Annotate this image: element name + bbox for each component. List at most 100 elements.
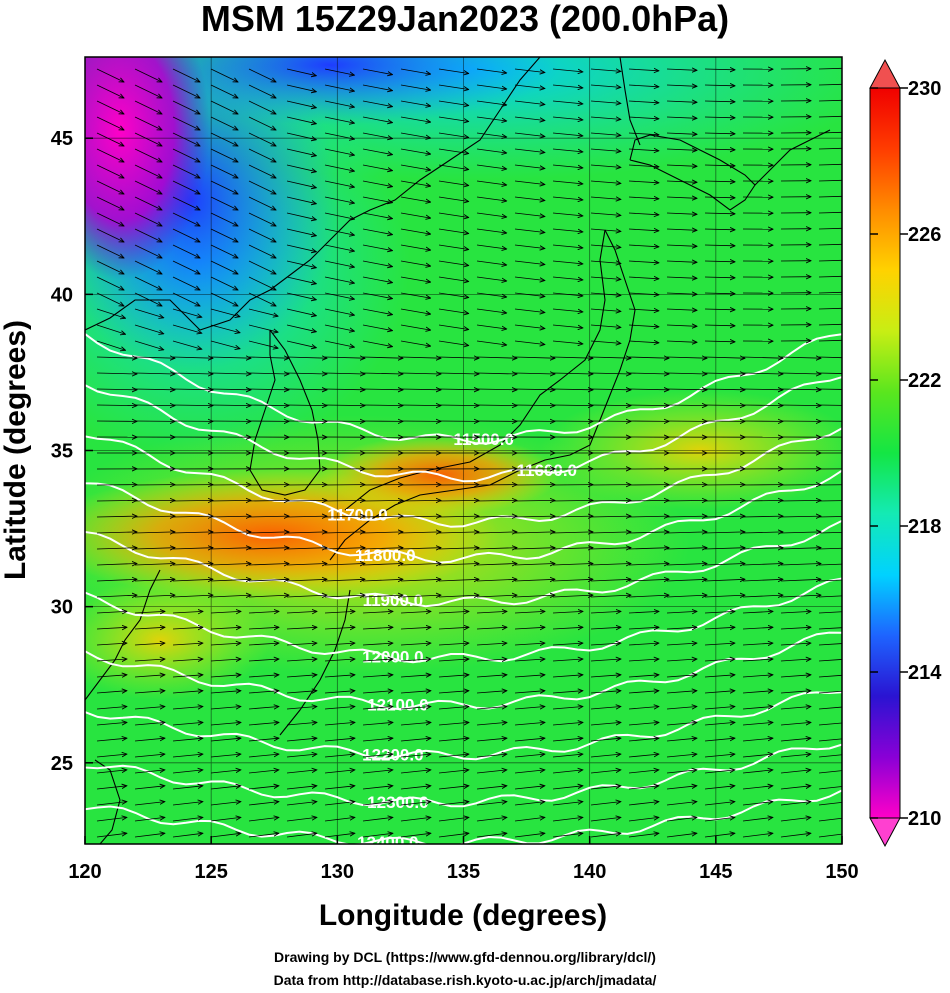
wind-vector bbox=[704, 261, 735, 262]
wind-vector bbox=[362, 691, 393, 693]
wind-vector bbox=[514, 595, 555, 597]
wind-vector bbox=[704, 579, 745, 581]
wind-vector bbox=[134, 802, 165, 806]
wind-vector bbox=[210, 532, 251, 533]
wind-vector bbox=[324, 643, 355, 645]
wind-vector bbox=[172, 707, 203, 710]
wind-vector bbox=[438, 132, 469, 138]
wind-vector bbox=[780, 516, 821, 517]
wind-vector bbox=[552, 595, 593, 597]
wind-vector bbox=[324, 180, 354, 187]
wind-vector bbox=[438, 308, 469, 314]
wind-vector bbox=[818, 115, 842, 118]
wind-vector bbox=[248, 611, 279, 613]
wind-vector bbox=[628, 722, 659, 725]
wind-vector bbox=[704, 643, 735, 645]
wind-vector bbox=[590, 277, 621, 279]
wind-vector bbox=[286, 405, 327, 406]
wind-vector bbox=[628, 165, 659, 167]
wind-vector bbox=[514, 196, 545, 201]
contour-label: 11500.0 bbox=[453, 430, 514, 449]
field-yellow-southwest bbox=[85, 580, 270, 700]
wind-vector bbox=[362, 548, 403, 549]
wind-vector bbox=[742, 405, 783, 406]
wind-vector bbox=[324, 148, 354, 155]
wind-vector bbox=[286, 833, 317, 838]
wind-vector bbox=[96, 595, 137, 597]
y-tick-label: 40 bbox=[51, 284, 73, 306]
wind-vector bbox=[514, 212, 545, 217]
wind-vector bbox=[438, 116, 469, 122]
wind-vector bbox=[704, 293, 735, 294]
wind-vector bbox=[628, 197, 659, 199]
wind-vector bbox=[438, 770, 469, 774]
wind-vector bbox=[286, 770, 317, 774]
wind-vector bbox=[590, 85, 621, 87]
wind-vector bbox=[362, 324, 393, 331]
wind-vector bbox=[362, 770, 393, 774]
wind-vector bbox=[400, 548, 441, 549]
wind-vector bbox=[400, 260, 431, 266]
wind-vector bbox=[248, 802, 279, 806]
wind-vector bbox=[248, 164, 276, 178]
wind-vector bbox=[590, 229, 621, 231]
wind-vector bbox=[134, 833, 165, 838]
wind-vector bbox=[400, 373, 441, 374]
wind-vector bbox=[438, 228, 469, 234]
wind-vector bbox=[666, 548, 707, 549]
wind-vector bbox=[628, 675, 659, 677]
wind-vector bbox=[628, 659, 659, 661]
wind-vector bbox=[780, 675, 811, 677]
wind-vector bbox=[362, 833, 393, 838]
wind-vector bbox=[704, 516, 745, 517]
wind-vector bbox=[476, 595, 517, 597]
wind-vector bbox=[514, 324, 545, 329]
wind-vector bbox=[742, 532, 783, 533]
wind-vector bbox=[818, 659, 842, 662]
wind-vector bbox=[628, 738, 659, 742]
wind-vector bbox=[210, 100, 238, 114]
wind-vector bbox=[96, 786, 127, 790]
colorbar-tick-label: 230 bbox=[908, 78, 941, 100]
wind-vector bbox=[248, 738, 279, 742]
wind-vector bbox=[210, 116, 238, 130]
wind-vector bbox=[438, 659, 469, 661]
contour-line bbox=[85, 519, 842, 608]
wind-vector bbox=[134, 500, 175, 501]
wind-vector bbox=[590, 325, 621, 327]
colorbar-tick-label: 226 bbox=[908, 224, 941, 246]
wind-vector bbox=[704, 500, 745, 501]
wind-vector bbox=[172, 244, 200, 258]
wind-vector bbox=[704, 181, 735, 182]
wind-vector bbox=[818, 179, 842, 182]
wind-vector bbox=[248, 148, 276, 162]
wind-vector bbox=[286, 707, 317, 710]
contour-line bbox=[85, 332, 842, 445]
wind-vector bbox=[248, 357, 289, 358]
wind-vector bbox=[286, 675, 317, 677]
wind-vector bbox=[666, 229, 697, 230]
wind-vector bbox=[96, 548, 137, 549]
wind-vector bbox=[400, 579, 441, 581]
wind-vector bbox=[362, 516, 403, 517]
wind-vector bbox=[134, 116, 162, 130]
wind-vector bbox=[96, 579, 137, 581]
wind-vector bbox=[324, 132, 354, 139]
wind-vector bbox=[286, 260, 316, 268]
wind-vector bbox=[324, 292, 354, 299]
wind-vector bbox=[400, 707, 431, 710]
wind-vector bbox=[742, 516, 783, 517]
wind-vector bbox=[552, 675, 583, 677]
wind-vector bbox=[362, 212, 393, 219]
wind-vector bbox=[134, 228, 162, 242]
wind-vector bbox=[666, 817, 697, 822]
wind-vector bbox=[96, 817, 127, 822]
wind-vector bbox=[172, 659, 203, 661]
wind-vector bbox=[666, 181, 697, 182]
wind-vector bbox=[362, 244, 393, 251]
wind-vector bbox=[514, 738, 545, 742]
wind-vector bbox=[514, 84, 545, 89]
wind-vector bbox=[134, 659, 165, 661]
wind-vector bbox=[324, 196, 354, 203]
x-axis-ticks: 120 125 130 135 140 145 150 bbox=[68, 836, 859, 883]
